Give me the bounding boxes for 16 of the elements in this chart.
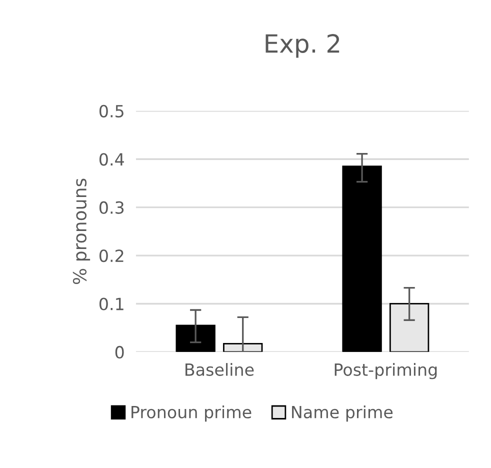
x-tick-label: Baseline — [186, 363, 254, 376]
y-axis-title: % pronouns — [72, 178, 90, 284]
bar — [389, 303, 430, 352]
y-tick-label: 0.4 — [99, 153, 124, 166]
bar — [223, 343, 263, 352]
y-tick-label: 0.5 — [99, 104, 124, 118]
legend-label: Name prime — [292, 406, 393, 422]
x-tick-label: Post-priming — [334, 363, 437, 380]
y-tick-label: 0.2 — [99, 249, 124, 262]
legend-label: Pronoun prime — [132, 406, 252, 422]
bar — [176, 324, 216, 352]
chart-title: Exp. 2 — [266, 34, 340, 58]
y-tick-label: 0 — [115, 346, 124, 359]
bar — [342, 166, 382, 352]
y-tick-label: 0.3 — [99, 201, 124, 214]
y-tick-label: 0.1 — [99, 298, 124, 310]
